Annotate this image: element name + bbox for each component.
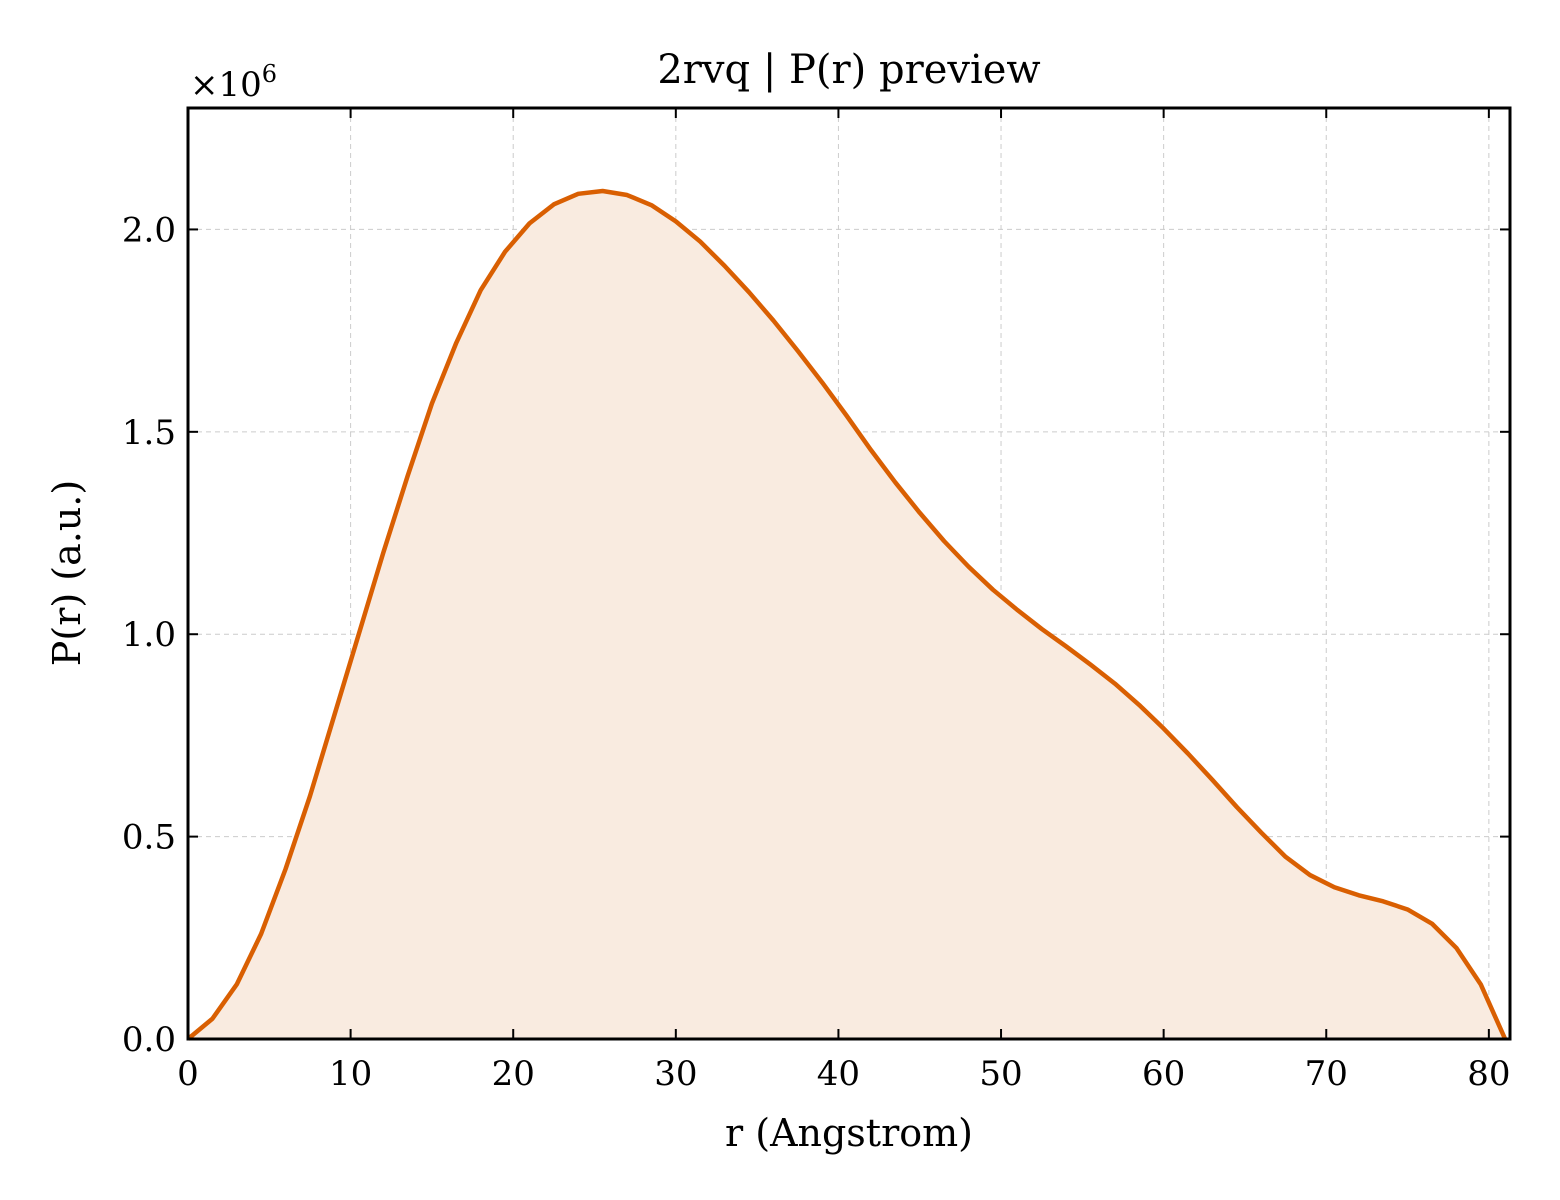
- y-tick-label: 1.0: [122, 615, 176, 655]
- series-line: [186, 188, 1508, 1041]
- x-tick-label: 30: [654, 1054, 697, 1094]
- x-tick-label: 10: [329, 1054, 372, 1094]
- area-fill: [188, 190, 1506, 1040]
- y-tick-label: 0.0: [122, 1020, 176, 1060]
- y-offset-multiplier: ×106: [190, 60, 277, 105]
- chart-title: 2rvq | P(r) preview: [657, 47, 1040, 93]
- y-axis-label: P(r) (a.u.): [45, 480, 89, 666]
- x-tick-label: 50: [979, 1054, 1022, 1094]
- x-tick-label: 80: [1467, 1054, 1510, 1094]
- y-tick-label: 2.0: [122, 210, 176, 250]
- y-multiplier-base: ×10: [190, 65, 262, 105]
- plot-frame: [186, 106, 1512, 1041]
- y-multiplier-exponent: 6: [262, 60, 277, 88]
- x-tick-label: 0: [177, 1054, 199, 1094]
- y-tick-label: 1.5: [122, 413, 176, 453]
- x-tick-label: 40: [817, 1054, 860, 1094]
- x-tick-label: 60: [1142, 1054, 1185, 1094]
- ticks-layer: 0 10 20 30 40 50 60 70 80 0.0 0.5 1.0 1.5 2.0: [122, 108, 1510, 1094]
- x-tick-label: 20: [492, 1054, 535, 1094]
- x-tick-label: 70: [1305, 1054, 1348, 1094]
- y-tick-label: 0.5: [122, 818, 176, 858]
- x-axis-label: r (Angstrom): [725, 1111, 973, 1155]
